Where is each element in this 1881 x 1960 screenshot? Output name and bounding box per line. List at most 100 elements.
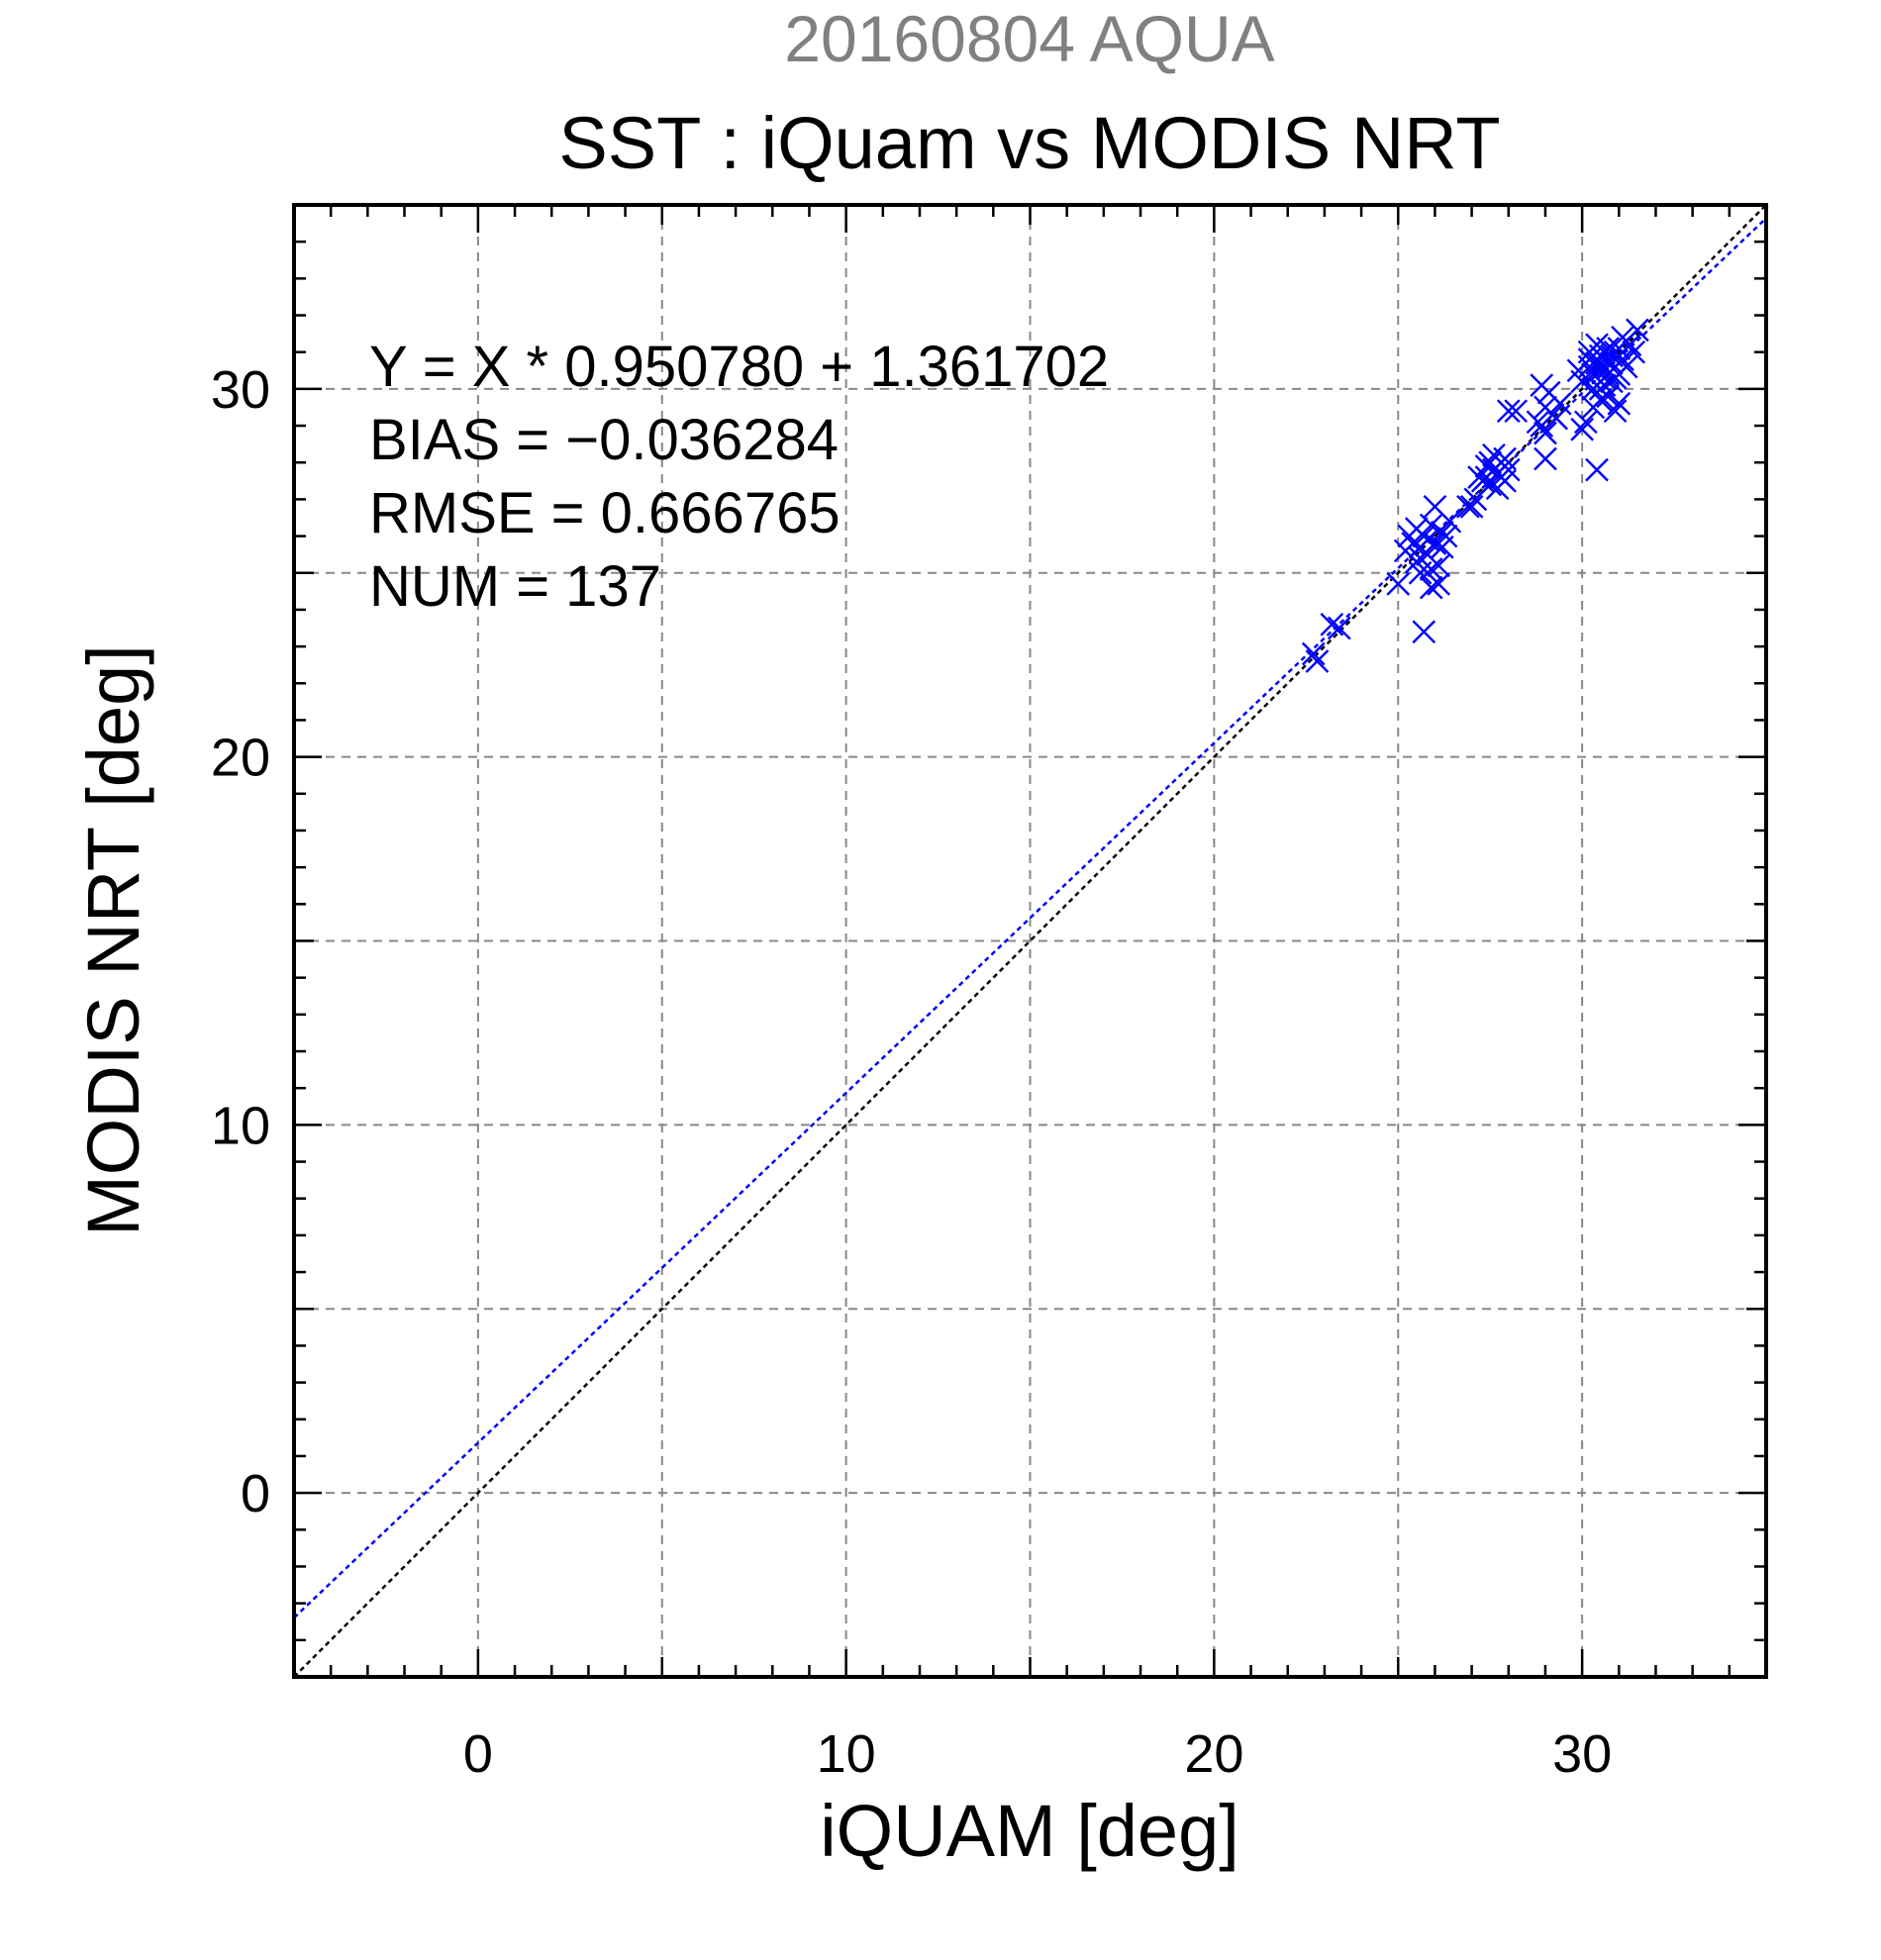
data-point-stroke-b <box>1437 509 1462 534</box>
y-tick-label: 30 <box>211 360 270 420</box>
data-point-stroke-b <box>1544 406 1568 431</box>
data-point-stroke-b <box>1536 380 1561 405</box>
data-point <box>1434 524 1458 548</box>
data-point-stroke-b <box>1320 612 1344 637</box>
data-point-stroke-b <box>1570 417 1594 441</box>
stats-line: Y = X * 0.950780 + 1.361702 <box>369 335 1109 399</box>
data-point <box>1474 465 1499 489</box>
data-point <box>1412 620 1436 644</box>
axis-ticks <box>294 205 1766 1677</box>
data-point <box>1301 641 1326 666</box>
data-point <box>1603 365 1628 390</box>
data-point-stroke-b <box>1547 391 1572 416</box>
data-point-stroke-b <box>1301 641 1326 666</box>
x-tick-label: 30 <box>1552 1724 1612 1784</box>
data-point-stroke-b <box>1534 395 1557 420</box>
data-point-stroke-b <box>1478 472 1503 497</box>
data-point <box>1534 395 1557 420</box>
data-point-stroke-b <box>1478 450 1503 475</box>
data-point-stroke-b <box>1585 333 1609 357</box>
data-point <box>1427 553 1450 578</box>
data-point <box>1581 377 1606 401</box>
data-point <box>1577 354 1602 379</box>
data-point-stroke-b <box>1577 354 1602 379</box>
data-point <box>1547 391 1572 416</box>
data-point <box>1437 509 1462 534</box>
data-point <box>1419 575 1443 600</box>
data-point-stroke-b <box>1474 465 1499 489</box>
data-point-stroke-b <box>1614 329 1638 353</box>
x-tick-label: 10 <box>817 1724 876 1784</box>
data-point-stroke-b <box>1603 365 1628 390</box>
data-point <box>1419 513 1443 538</box>
data-point <box>1622 340 1646 364</box>
data-point-stroke-b <box>1408 546 1433 570</box>
data-point <box>1496 399 1521 424</box>
data-point <box>1401 532 1425 555</box>
data-point-stroke-b <box>1327 616 1351 640</box>
data-point-stroke-b <box>1504 399 1529 424</box>
data-point-stroke-b <box>1427 572 1450 596</box>
data-point <box>1534 421 1557 445</box>
x-tick-label: 0 <box>463 1724 493 1784</box>
x-tick-label: 20 <box>1184 1724 1243 1784</box>
data-point-stroke-b <box>1412 620 1436 644</box>
data-point-stroke-b <box>1434 524 1458 548</box>
data-point-stroke-b <box>1305 649 1330 673</box>
y-axis-label: MODIS NRT [deg] <box>72 644 154 1236</box>
data-point-stroke-b <box>1573 410 1598 435</box>
data-point <box>1570 417 1594 441</box>
data-point <box>1570 369 1594 394</box>
data-point-stroke-b <box>1622 340 1646 364</box>
data-point-stroke-b <box>1419 513 1443 538</box>
grid-lines <box>294 205 1766 1677</box>
data-point-stroke-b <box>1607 391 1632 416</box>
data-point <box>1459 494 1484 519</box>
data-point-stroke-b <box>1603 399 1628 424</box>
data-point-stroke-b <box>1386 572 1411 596</box>
y-tick-label: 0 <box>241 1464 270 1523</box>
data-point <box>1478 472 1503 497</box>
data-point-stroke-b <box>1423 494 1447 519</box>
data-point <box>1320 612 1344 637</box>
data-point-stroke-b <box>1493 446 1517 471</box>
data-point-stroke-b <box>1419 575 1443 600</box>
data-point <box>1573 410 1598 435</box>
data-point <box>1592 347 1617 371</box>
stats-annotation: Y = X * 0.950780 + 1.361702 BIAS = −0.036… <box>369 335 1109 619</box>
data-point-stroke-b <box>1496 457 1521 482</box>
data-point-stroke-b <box>1592 347 1617 371</box>
data-point <box>1603 399 1628 424</box>
data-point-stroke-b <box>1534 421 1557 445</box>
x-axis-label: iQUAM [deg] <box>820 1790 1239 1872</box>
data-point-stroke-b <box>1496 399 1521 424</box>
data-point <box>1427 572 1450 596</box>
stats-line: RMSE = 0.666765 <box>369 481 841 545</box>
data-point-stroke-b <box>1427 553 1450 578</box>
data-point <box>1478 450 1503 475</box>
data-point-stroke-b <box>1581 377 1606 401</box>
data-point <box>1327 616 1351 640</box>
data-point-stroke-b <box>1459 494 1484 519</box>
data-point-stroke-b <box>1585 457 1609 482</box>
data-point <box>1607 391 1632 416</box>
data-point-stroke-b <box>1401 532 1425 555</box>
y-tick-label: 20 <box>211 729 270 788</box>
data-point-stroke-b <box>1596 384 1620 409</box>
tick-labels: 0 10 20 30 0 10 20 30 <box>211 360 1612 1784</box>
data-point-stroke-b <box>1570 369 1594 394</box>
y-tick-label: 10 <box>211 1096 270 1155</box>
data-point <box>1496 457 1521 482</box>
data-point-stroke-b <box>1588 388 1613 412</box>
chart-title: SST : iQuam vs MODIS NRT <box>558 102 1500 184</box>
data-point <box>1534 446 1557 471</box>
data-point <box>1416 528 1439 552</box>
data-point <box>1614 329 1638 353</box>
data-point <box>1386 572 1411 596</box>
data-point-stroke-b <box>1419 557 1443 581</box>
data-point <box>1585 457 1609 482</box>
data-points <box>1301 318 1649 673</box>
data-point-stroke-b <box>1416 528 1439 552</box>
